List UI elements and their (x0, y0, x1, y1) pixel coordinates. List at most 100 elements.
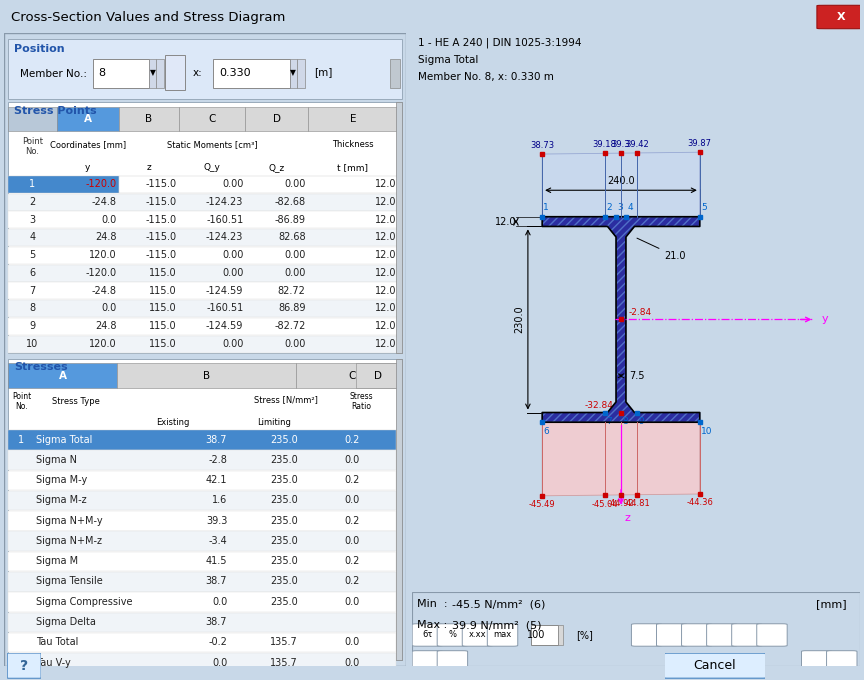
Text: -115.0: -115.0 (146, 179, 177, 189)
Text: 4: 4 (29, 233, 35, 242)
Text: 82.68: 82.68 (278, 233, 306, 242)
Text: 12.0: 12.0 (374, 179, 396, 189)
Text: Member No. 8, x: 0.330 m: Member No. 8, x: 0.330 m (418, 72, 554, 82)
Text: 12.0: 12.0 (374, 286, 396, 296)
Text: -86.89: -86.89 (275, 215, 306, 224)
Text: 9: 9 (638, 417, 645, 426)
Text: %: % (448, 630, 456, 639)
Bar (156, 59, 164, 88)
Text: Point
No.: Point No. (12, 392, 31, 411)
Bar (245, 107, 308, 131)
Text: 135.7: 135.7 (270, 637, 297, 647)
Bar (9, 176, 119, 193)
Text: -3.4: -3.4 (208, 536, 227, 546)
Text: 235.0: 235.0 (270, 556, 297, 566)
Text: 86.89: 86.89 (278, 303, 306, 313)
Bar (9, 613, 396, 632)
Text: Tau V-y: Tau V-y (36, 658, 71, 668)
Text: A: A (59, 371, 67, 381)
Text: 0.0: 0.0 (212, 658, 227, 668)
Text: 6τ: 6τ (422, 630, 433, 639)
FancyBboxPatch shape (487, 624, 518, 646)
Text: 235.0: 235.0 (270, 515, 297, 526)
FancyBboxPatch shape (657, 624, 687, 646)
Text: -115.0: -115.0 (146, 250, 177, 260)
Text: 10: 10 (701, 426, 713, 436)
Text: 5: 5 (29, 250, 35, 260)
Text: 115.0: 115.0 (149, 339, 177, 349)
Text: 235.0: 235.0 (270, 475, 297, 485)
Text: 0.0: 0.0 (345, 597, 360, 607)
Text: 0.0: 0.0 (345, 637, 360, 647)
Text: Stress [N/mm²]: Stress [N/mm²] (254, 395, 317, 404)
Bar (9, 282, 402, 299)
Text: 6: 6 (543, 426, 550, 436)
Text: ▼: ▼ (290, 68, 296, 77)
Text: 235.0: 235.0 (270, 536, 297, 546)
Text: -24.8: -24.8 (92, 197, 117, 207)
Bar (117, 364, 295, 388)
Text: 3: 3 (617, 203, 623, 212)
Text: Cross-Section Values and Stress Diagram: Cross-Section Values and Stress Diagram (11, 10, 285, 24)
Text: 0.00: 0.00 (284, 268, 306, 278)
Text: -82.72: -82.72 (274, 321, 306, 331)
Bar (9, 247, 402, 264)
Text: 10: 10 (26, 339, 39, 349)
Text: 0.2: 0.2 (345, 435, 360, 445)
Bar (213, 59, 289, 88)
Text: 115.0: 115.0 (149, 321, 177, 331)
FancyBboxPatch shape (827, 651, 857, 673)
Text: 120.0: 120.0 (89, 250, 117, 260)
Text: D: D (272, 114, 281, 124)
Text: 1: 1 (29, 179, 35, 189)
Text: A: A (84, 114, 92, 124)
FancyBboxPatch shape (412, 651, 442, 673)
Bar (9, 551, 396, 571)
Text: 0.2: 0.2 (345, 515, 360, 526)
Text: 38.7: 38.7 (206, 435, 227, 445)
Text: x:: x: (194, 67, 203, 78)
Polygon shape (543, 422, 700, 496)
Text: 6: 6 (29, 268, 35, 278)
Text: 39.3: 39.3 (206, 515, 227, 526)
Text: 0.00: 0.00 (284, 339, 306, 349)
Text: 0.0: 0.0 (102, 215, 117, 224)
Bar (9, 364, 117, 388)
Bar (9, 653, 396, 673)
Text: 12.0: 12.0 (494, 217, 516, 226)
Text: Sigma M-z: Sigma M-z (36, 495, 87, 505)
Text: 42.1: 42.1 (206, 475, 227, 485)
Text: 0.0: 0.0 (345, 658, 360, 668)
Text: 135.7: 135.7 (270, 658, 297, 668)
Text: 0.00: 0.00 (284, 250, 306, 260)
Text: 12.0: 12.0 (374, 303, 396, 313)
Bar (9, 265, 402, 282)
Bar (9, 211, 402, 228)
Text: Sigma Total: Sigma Total (36, 435, 92, 445)
Text: 1.6: 1.6 (212, 495, 227, 505)
Bar (119, 107, 179, 131)
Text: -124.23: -124.23 (206, 197, 244, 207)
FancyBboxPatch shape (437, 624, 467, 646)
FancyBboxPatch shape (682, 624, 712, 646)
Text: 1: 1 (18, 435, 24, 445)
Bar (9, 430, 396, 449)
Text: 235.0: 235.0 (270, 577, 297, 586)
Bar (9, 359, 402, 660)
Text: -82.68: -82.68 (275, 197, 306, 207)
Text: -45.5 N/mm²  (6): -45.5 N/mm² (6) (453, 599, 546, 609)
Text: 12.0: 12.0 (374, 197, 396, 207)
Text: 235.0: 235.0 (270, 597, 297, 607)
Text: 0.0: 0.0 (345, 536, 360, 546)
Text: [%]: [%] (576, 630, 593, 640)
Text: -124.59: -124.59 (206, 321, 244, 331)
Text: 0.330: 0.330 (219, 67, 251, 78)
Text: Max :: Max : (416, 620, 447, 630)
Text: 1 - HE A 240 | DIN 1025-3:1994: 1 - HE A 240 | DIN 1025-3:1994 (418, 37, 581, 48)
Text: 0.2: 0.2 (345, 556, 360, 566)
Bar (9, 511, 396, 531)
Text: -120.0: -120.0 (86, 179, 117, 189)
Text: 24.8: 24.8 (95, 321, 117, 331)
FancyBboxPatch shape (707, 624, 737, 646)
Text: -2.8: -2.8 (208, 455, 227, 465)
